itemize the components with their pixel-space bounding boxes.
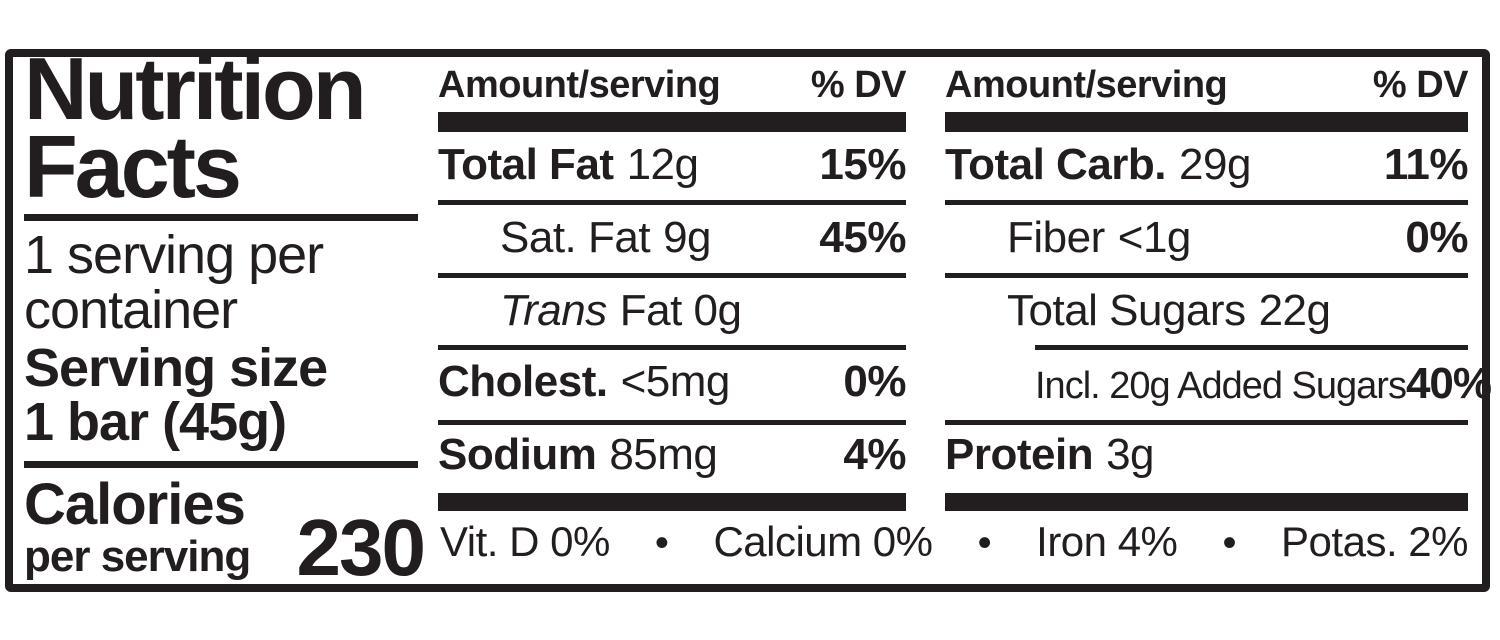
- row-trans-fat: Trans Fat 0g: [438, 286, 906, 336]
- micronutrient-calcium: Calcium 0%: [713, 518, 933, 565]
- bullet-separator: •: [654, 521, 669, 565]
- divider: [24, 214, 418, 221]
- servings-per-container: 1 serving per container: [24, 228, 418, 338]
- nutrient-dv: 4%: [843, 430, 906, 479]
- nutrient-dv: 0%: [843, 357, 906, 406]
- servings-line1: 1 serving per: [24, 225, 324, 285]
- nutrient: Total Fat 12g: [438, 140, 699, 190]
- nutrient-dv: 45%: [819, 213, 906, 262]
- serving-size-label: Serving size: [24, 338, 328, 398]
- divider: [438, 200, 906, 205]
- nutrient: Incl. 20g Added Sugars: [945, 365, 1407, 408]
- bullet-separator: •: [1222, 521, 1236, 565]
- divider: [24, 461, 418, 468]
- nutrient: Fiber <1g: [945, 213, 1191, 263]
- nutrient-amount: <1g: [1117, 213, 1192, 262]
- label-left-column: Nutrition Facts 1 serving per container …: [24, 39, 426, 588]
- micronutrient-potassium: Potas. 2%: [1281, 518, 1468, 565]
- thick-bar: [438, 493, 906, 511]
- nutrient-name: Fiber: [1007, 213, 1105, 262]
- nutrient-name: Cholest.: [438, 357, 608, 406]
- divider-indented: [1035, 345, 1468, 350]
- calories-sublabel: per serving: [24, 532, 251, 581]
- micronutrient-vitamin-d: Vit. D 0%: [440, 518, 610, 565]
- thick-bar: [945, 493, 1468, 511]
- nutrient-amount: 85mg: [609, 430, 718, 479]
- nutrient-name: Incl. 20g Added Sugars: [1035, 365, 1407, 407]
- divider: [945, 420, 1468, 425]
- calories-block: Calories per serving 230: [24, 472, 426, 588]
- nutrient-name: Sat. Fat: [500, 213, 651, 262]
- nutrient: Sodium 85mg: [438, 430, 718, 480]
- nutrient: Protein 3g: [945, 430, 1155, 480]
- nutrient-amount: 22g: [1258, 286, 1331, 335]
- row-total-sugars: Total Sugars 22g: [945, 286, 1468, 336]
- micronutrient-iron: Iron 4%: [1036, 518, 1178, 565]
- nutrient-amount: 12g: [626, 140, 699, 189]
- nutrient-name: Total Fat: [438, 140, 614, 189]
- divider: [945, 200, 1468, 205]
- nutrient-dv: 15%: [819, 140, 906, 189]
- row-sodium: Sodium 85mg 4%: [438, 430, 906, 480]
- nutrient: Total Carb. 29g: [945, 140, 1251, 190]
- carb-column-header: Amount/serving % DV: [945, 64, 1469, 107]
- fat-column-header: Amount/serving % DV: [438, 64, 907, 107]
- nutrient: Cholest. <5mg: [438, 357, 730, 407]
- divider: [438, 420, 906, 425]
- label-title-line1: Nutrition: [24, 39, 367, 138]
- row-total-fat: Total Fat 12g 15%: [438, 140, 906, 190]
- bullet-separator: •: [977, 521, 992, 565]
- nutrient-amount: Fat 0g: [619, 286, 742, 335]
- divider: [945, 273, 1468, 278]
- nutrient-dv: 40%: [1405, 359, 1492, 408]
- servings-line2: container: [24, 280, 238, 340]
- calories-label: Calories: [24, 472, 246, 537]
- nutrient-amount: 29g: [1179, 140, 1251, 189]
- row-sat-fat: Sat. Fat 9g 45%: [438, 213, 906, 263]
- nutrient: Trans Fat 0g: [438, 286, 742, 336]
- nutrient: Sat. Fat 9g: [438, 213, 712, 263]
- row-cholesterol: Cholest. <5mg 0%: [438, 357, 906, 407]
- header-percent-dv: % DV: [1372, 64, 1469, 106]
- label-title: Nutrition Facts: [24, 39, 418, 216]
- row-total-carb: Total Carb. 29g 11%: [945, 140, 1469, 190]
- row-added-sugars: Incl. 20g Added Sugars 40%: [945, 359, 1492, 409]
- label-title-line2: Facts: [24, 117, 242, 216]
- calories-value: 230: [296, 503, 426, 592]
- header-amount-serving: Amount/serving: [945, 64, 1228, 106]
- nutrient-dv: 0%: [1405, 213, 1468, 262]
- micronutrients-row: Vit. D 0% • Calcium 0% • Iron 4% • Potas…: [440, 518, 1468, 566]
- thick-bar: [945, 112, 1468, 132]
- nutrient-amount: <5mg: [620, 357, 731, 406]
- nutrient-name: Protein: [945, 430, 1094, 479]
- thick-bar: [438, 112, 906, 132]
- nutrient-amount: 9g: [663, 213, 712, 262]
- serving-size: Serving size 1 bar (45g): [24, 341, 418, 449]
- divider: [438, 345, 906, 350]
- divider: [438, 273, 906, 278]
- header-percent-dv: % DV: [810, 64, 907, 106]
- nutrient-name: Total Carb.: [945, 140, 1167, 189]
- nutrient-dv: 11%: [1383, 140, 1469, 189]
- row-protein: Protein 3g: [945, 430, 1468, 480]
- nutrient-name: Total Sugars: [1007, 286, 1246, 335]
- serving-size-value: 1 bar (45g): [24, 392, 287, 452]
- nutrient-name: Trans: [500, 286, 607, 335]
- row-fiber: Fiber <1g 0%: [945, 213, 1468, 263]
- nutrient: Total Sugars 22g: [945, 286, 1331, 336]
- nutrient-name: Sodium: [438, 430, 597, 479]
- header-amount-serving: Amount/serving: [438, 64, 721, 106]
- nutrient-amount: 3g: [1106, 430, 1155, 479]
